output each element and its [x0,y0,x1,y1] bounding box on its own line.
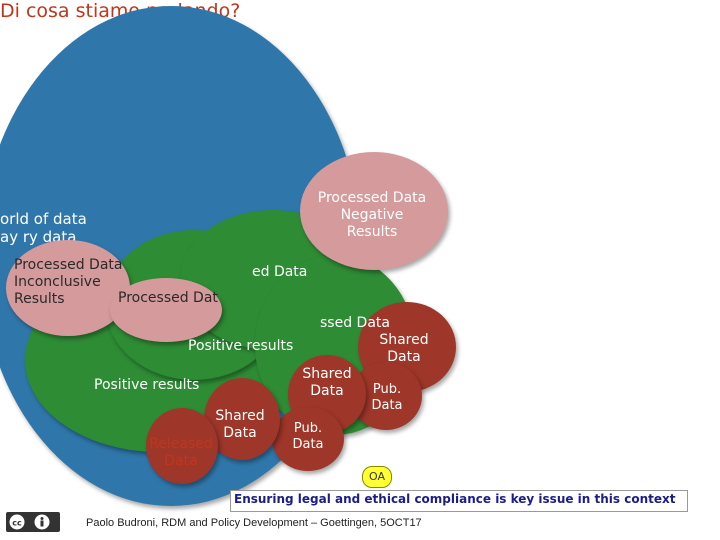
compliance-note: Ensuring legal and ethical compliance is… [234,492,676,506]
shared-data-label-3: Shared Data [379,332,429,365]
negative-results-label: Processed Data Negative Results [317,190,427,240]
compliance-note-box [230,490,688,512]
positive-results-label-2: Positive results [94,377,200,393]
positive-results-label-1: Positive results [188,338,294,354]
negative-results-bubble [300,152,448,270]
inconclusive-results-label: Processed Data Inconclusive Results [14,257,123,307]
pub-data-label-2: Pub. Data [371,382,403,413]
released-data-bubble [146,408,218,484]
author-credit: Paolo Budroni, RDM and Policy Developmen… [86,517,422,529]
creative-commons-by-icon: cc [6,512,60,532]
shared-data-label-2: Shared Data [302,366,352,399]
processed-data-label-c: ssed Data [320,315,390,331]
pub-data-bubble-1 [272,407,344,471]
svg-text:cc: cc [12,519,22,528]
inconclusive-results-bubble [6,240,130,336]
processed-data-bubble [110,278,222,342]
world-of-data-label: orld of data [0,210,87,228]
released-data-label: Released Data [149,436,213,469]
processed-data-label-b: ed Data [252,264,308,280]
open-access-badge: OA [362,466,392,488]
pub-data-label-1: Pub. Data [292,421,324,452]
processed-data-label-a: Processed Data [118,290,218,306]
shared-data-label-1: Shared Data [215,408,265,441]
